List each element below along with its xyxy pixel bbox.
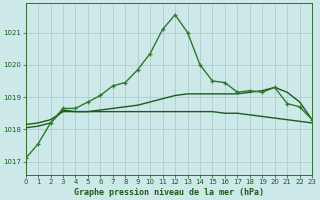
- X-axis label: Graphe pression niveau de la mer (hPa): Graphe pression niveau de la mer (hPa): [74, 188, 264, 197]
